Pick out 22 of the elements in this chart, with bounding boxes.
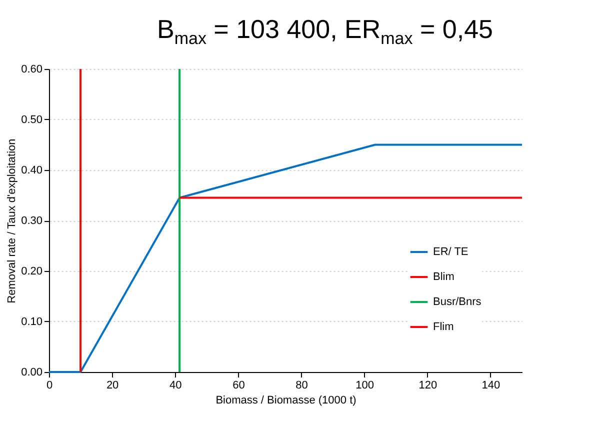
x-axis-title: Biomass / Biomasse (1000 t) [216,394,356,406]
legend-label: ER/ TE [433,246,468,258]
chart-title: B$_{max}$ = 103 400, ER$_{max}$ = 0,45 [156,14,494,50]
legend-label: Flim [433,321,454,333]
x-tick-label: 120 [418,380,438,392]
x-tick-label: 20 [106,380,119,392]
x-tick-label: 40 [170,380,182,392]
legend-label: Busr/Bnrs [433,296,482,308]
y-tick-label: 0.30 [21,215,42,227]
y-tick-label: 0.60 [21,64,42,76]
y-tick-label: 0.20 [21,266,42,278]
y-tick-label: 0.50 [21,114,42,126]
y-axis-title: Removal rate / Taux d'exploitation [6,138,18,304]
x-tick-label: 80 [296,380,308,392]
x-tick-label: 60 [232,380,245,392]
x-tick-label: 100 [356,380,374,392]
x-tick-label: 0 [46,380,53,392]
x-tick-label: 140 [482,380,500,392]
y-tick-label: 0.10 [21,316,42,328]
y-tick-label: 0.40 [21,164,42,176]
legend-label: Blim [433,271,454,283]
y-tick-label: 0.00 [21,366,42,378]
